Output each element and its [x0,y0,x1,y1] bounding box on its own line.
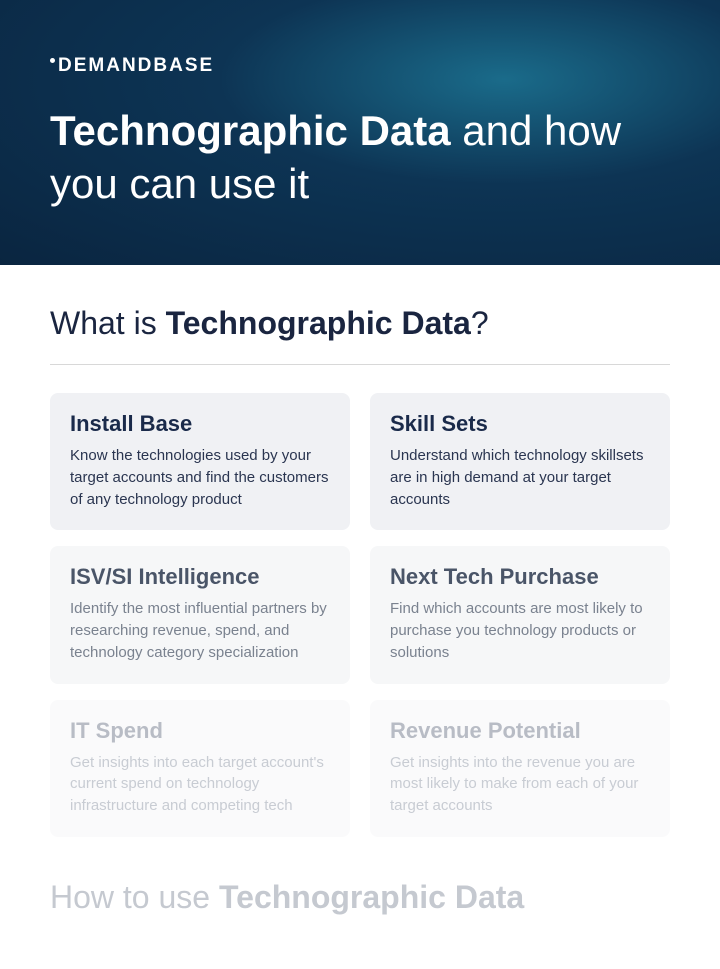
card: ISV/SI Intelligence Identify the most inf… [50,546,350,683]
card-title: Install Base [70,411,330,437]
card-body: Identify the most influential partners b… [70,598,330,663]
card: Install Base Know the technologies used b… [50,393,350,530]
card-body: Find which accounts are most likely to p… [390,598,650,663]
card-body: Get insights into the revenue you are mo… [390,752,650,817]
cards-grid: Install Base Know the technologies used b… [50,393,670,837]
card: Revenue Potential Get insights into the r… [370,700,670,837]
header-title-bold: Technographic Data [50,107,451,154]
logo-dot-icon [50,58,55,63]
section1-suffix: ? [471,305,489,341]
section1-prefix: What is [50,305,166,341]
header-title: Technographic Data and how you can use i… [50,105,670,210]
card-title: ISV/SI Intelligence [70,564,330,590]
card-body: Know the technologies used by your targe… [70,445,330,510]
section2-prefix: How to use [50,879,219,915]
card: Next Tech Purchase Find which accounts ar… [370,546,670,683]
section2-bold: Technographic Data [219,879,524,915]
card-title: Skill Sets [390,411,650,437]
card-title: Next Tech Purchase [390,564,650,590]
section2-title: How to use Technographic Data [50,879,670,916]
card-body: Understand which technology skillsets ar… [390,445,650,510]
card-body: Get insights into each target account's … [70,752,330,817]
card: Skill Sets Understand which technology sk… [370,393,670,530]
divider [50,364,670,365]
logo-text: DEMANDBASE [58,55,214,77]
card: IT Spend Get insights into each target ac… [50,700,350,837]
logo: DEMANDBASE [50,55,670,77]
content: What is Technographic Data? Install Base… [0,265,720,946]
card-title: IT Spend [70,718,330,744]
card-title: Revenue Potential [390,718,650,744]
section1-bold: Technographic Data [166,305,471,341]
section1-title: What is Technographic Data? [50,305,670,342]
header: DEMANDBASE Technographic Data and how yo… [0,0,720,265]
